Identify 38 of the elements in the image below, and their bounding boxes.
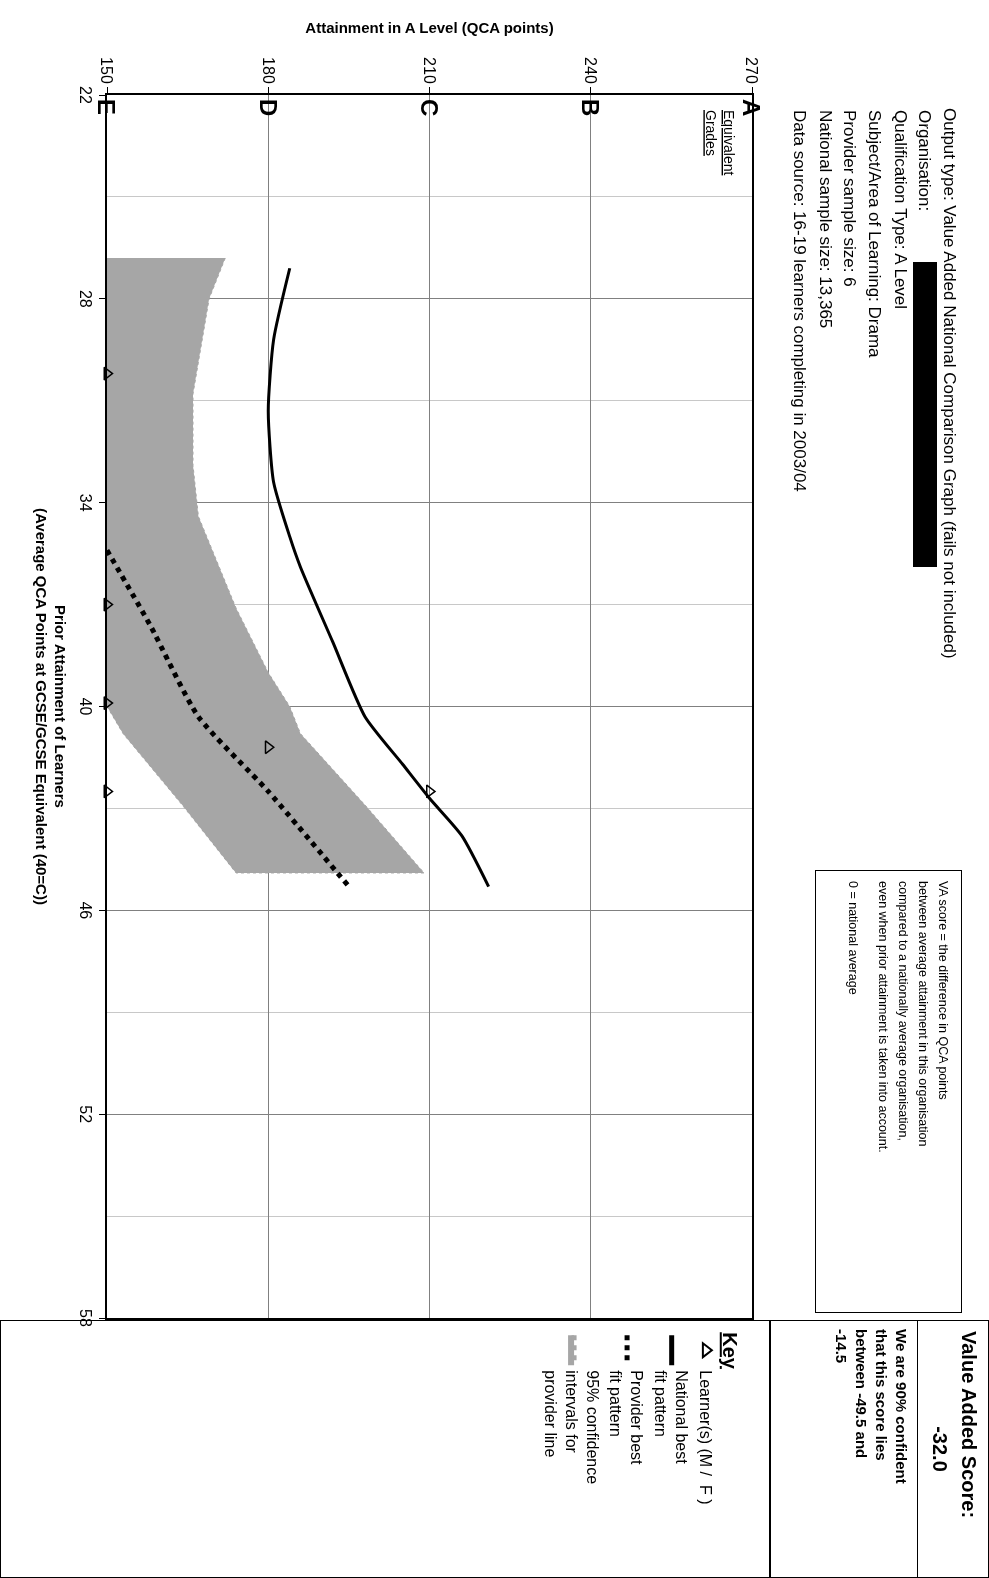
- legend-label: Learner(s) (M / F ): [696, 1370, 714, 1505]
- point: [103, 597, 114, 612]
- annotation: Equivalent Grades: [702, 110, 737, 176]
- y-tick-label: 34: [76, 493, 94, 512]
- point: [103, 696, 114, 711]
- annotation: C: [416, 99, 443, 117]
- text: -32.0: [917, 1321, 957, 1577]
- text: 0 = national average: [845, 881, 861, 997]
- text: National sample size: 13,365: [816, 110, 835, 329]
- x-tick-label: 270: [743, 57, 761, 84]
- x-tick-label: 210: [420, 57, 438, 84]
- legend-title: Key: [718, 1332, 741, 1370]
- text: Provider sample size: 6: [840, 110, 859, 287]
- text: We are 90% confident that this score lies between -49.5 and -14.5: [832, 1328, 911, 1486]
- source-note: Data source: 16-19 learners completing in 2003/04: [790, 110, 809, 492]
- y-tick-label: 40: [76, 697, 94, 716]
- y-tick-label: 22: [76, 86, 94, 104]
- legend-label: 95% confidence intervals for provider line: [542, 1370, 601, 1485]
- point: [264, 740, 275, 755]
- point: [103, 366, 114, 381]
- text: Output type: Value Added National Comparison Graph (fails not included): [940, 108, 960, 659]
- y-tick-label: 28: [76, 289, 94, 308]
- annotation: D: [255, 99, 282, 117]
- x-tick-label: 180: [259, 57, 277, 84]
- text: VA score = the difference in QCA points between average attainment in this organisation compared to a nationally average organisation, even when prior attainment is taken into account.: [875, 881, 951, 1155]
- x-axis-title: Attainment in A Level (QCA points): [305, 18, 554, 36]
- y-tick-label: 52: [76, 1105, 94, 1124]
- text: Subject/Area of Learning: Drama: [865, 110, 884, 359]
- x-tick-label: 240: [582, 57, 600, 84]
- line-series: [266, 266, 491, 889]
- point: [103, 784, 114, 799]
- text: Value Added Score:: [957, 1330, 981, 1521]
- y-axis-title: Prior Attainment of Learners (Average QCA Points at GCSE/GCSE Equivalent (40=C)): [32, 508, 70, 905]
- text: Organisation:: [915, 110, 934, 212]
- y-tick-label: 46: [76, 901, 94, 920]
- text: Qualification Type: A Level: [891, 110, 910, 310]
- x-tick-label: 150: [98, 57, 116, 84]
- annotation: B: [577, 99, 604, 117]
